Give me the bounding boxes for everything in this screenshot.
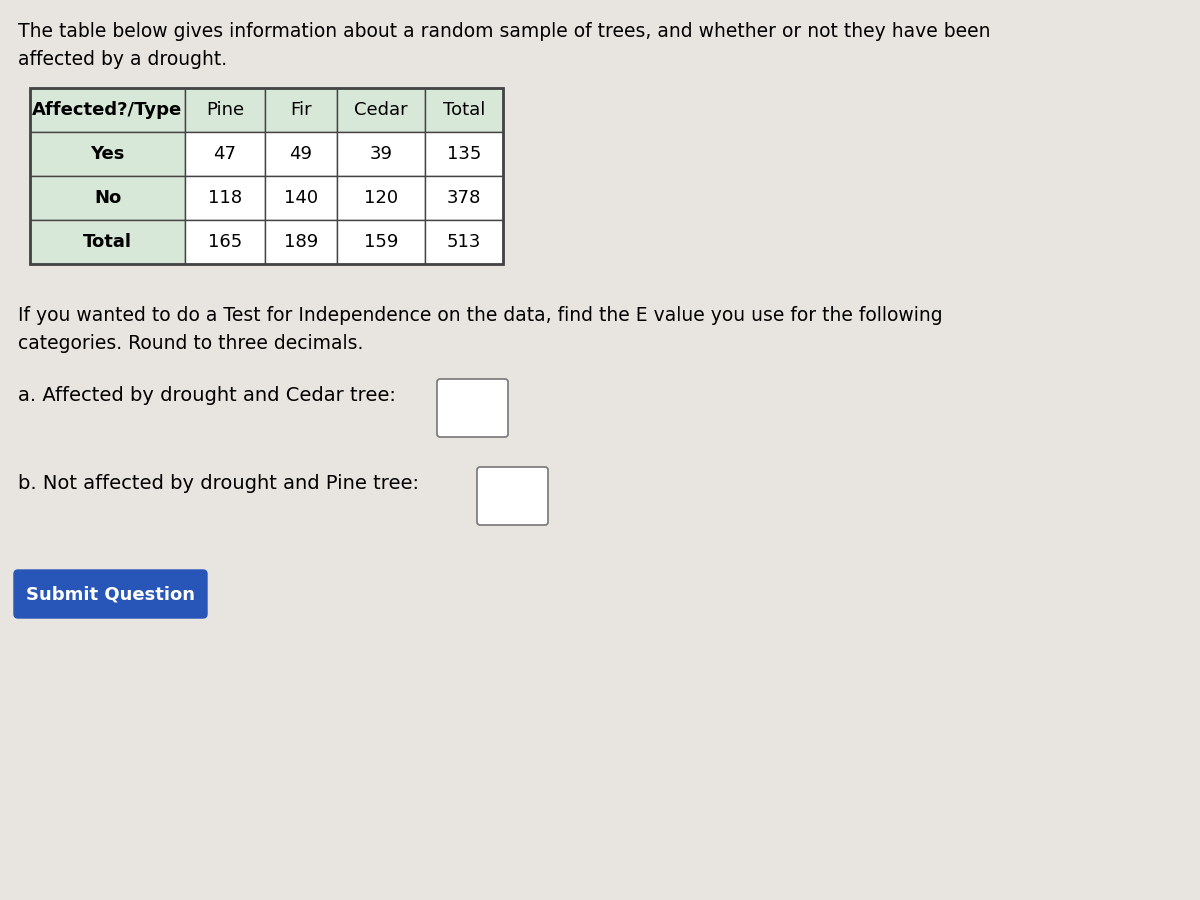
- Text: 378: 378: [446, 189, 481, 207]
- Bar: [265, 88, 337, 132]
- Text: Cedar: Cedar: [354, 101, 408, 119]
- Text: 189: 189: [284, 233, 318, 251]
- Text: The table below gives information about a random sample of trees, and whether or: The table below gives information about …: [18, 22, 990, 41]
- Text: No: No: [94, 189, 121, 207]
- Text: 49: 49: [289, 145, 312, 163]
- Bar: [337, 176, 425, 220]
- Bar: [337, 220, 425, 264]
- Bar: [265, 176, 337, 220]
- Text: Fir: Fir: [290, 101, 312, 119]
- Text: If you wanted to do a Test for Independence on the data, find the E value you us: If you wanted to do a Test for Independe…: [18, 306, 943, 325]
- Bar: [30, 220, 185, 264]
- Bar: [30, 132, 185, 176]
- Text: 118: 118: [208, 189, 242, 207]
- Bar: [425, 176, 503, 220]
- Bar: [425, 132, 503, 176]
- Bar: [337, 132, 425, 176]
- Bar: [30, 88, 185, 132]
- FancyBboxPatch shape: [478, 467, 548, 525]
- Bar: [30, 176, 185, 220]
- Bar: [185, 88, 265, 132]
- Text: a. Affected by drought and Cedar tree:: a. Affected by drought and Cedar tree:: [18, 386, 396, 405]
- Bar: [425, 220, 503, 264]
- Text: 135: 135: [446, 145, 481, 163]
- Text: Total: Total: [83, 233, 132, 251]
- Bar: [30, 88, 503, 264]
- Bar: [185, 220, 265, 264]
- Text: b. Not affected by drought and Pine tree:: b. Not affected by drought and Pine tree…: [18, 474, 419, 493]
- Text: 159: 159: [364, 233, 398, 251]
- Bar: [185, 132, 265, 176]
- Text: 39: 39: [370, 145, 392, 163]
- Bar: [425, 88, 503, 132]
- Bar: [337, 88, 425, 132]
- Text: 140: 140: [284, 189, 318, 207]
- Text: 165: 165: [208, 233, 242, 251]
- Text: 513: 513: [446, 233, 481, 251]
- Text: affected by a drought.: affected by a drought.: [18, 50, 227, 69]
- Text: Affected?/Type: Affected?/Type: [32, 101, 182, 119]
- Bar: [185, 176, 265, 220]
- Text: Total: Total: [443, 101, 485, 119]
- Text: 120: 120: [364, 189, 398, 207]
- FancyBboxPatch shape: [437, 379, 508, 437]
- FancyBboxPatch shape: [14, 570, 208, 618]
- Bar: [265, 132, 337, 176]
- Text: 47: 47: [214, 145, 236, 163]
- Text: Submit Question: Submit Question: [26, 585, 194, 603]
- Text: categories. Round to three decimals.: categories. Round to three decimals.: [18, 334, 364, 353]
- Text: Yes: Yes: [90, 145, 125, 163]
- Bar: [265, 220, 337, 264]
- Text: Pine: Pine: [206, 101, 244, 119]
